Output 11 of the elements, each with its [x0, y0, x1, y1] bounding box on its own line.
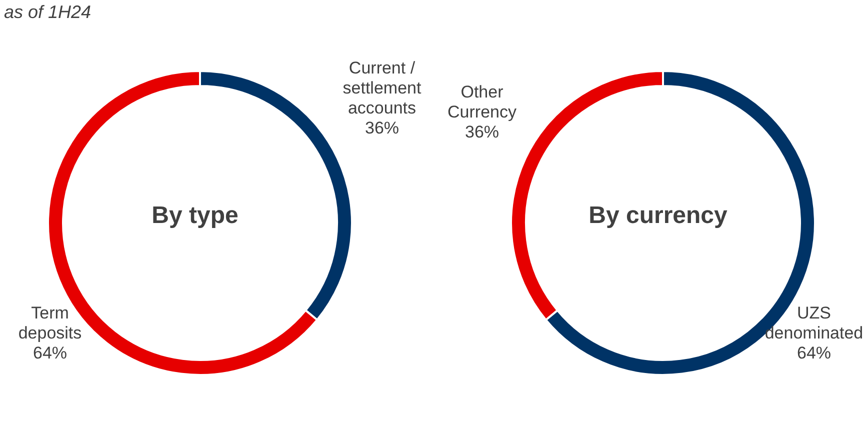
data-label: 64% [796, 344, 832, 363]
slice-label: Current / settlement accounts [342, 58, 422, 118]
data-label: 64% [32, 344, 68, 363]
chart-subtitle: as of 1H24 [4, 2, 92, 23]
text: By currency [588, 202, 728, 230]
slice-label: Term deposits [18, 304, 82, 343]
data-label: 36% [364, 118, 400, 138]
slice-label: UZS denominated [764, 304, 864, 343]
slice-label: Other Currency [448, 82, 517, 122]
data-label: 36% [464, 122, 500, 142]
text: By type [150, 202, 240, 230]
